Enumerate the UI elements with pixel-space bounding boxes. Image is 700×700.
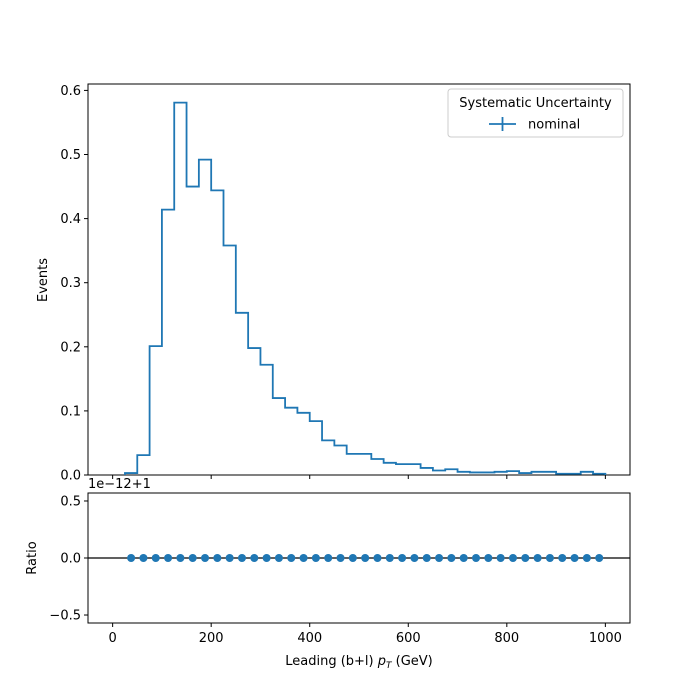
top-y-tick-label: 0.0 <box>60 469 81 484</box>
ratio-point <box>151 554 160 562</box>
ratio-point <box>250 554 259 562</box>
ratio-point <box>324 554 333 562</box>
top-x-ticks <box>112 475 606 479</box>
x-axis-label: Leading (b+l) pT (GeV) <box>285 654 433 671</box>
ratio-point <box>570 554 579 562</box>
ratio-point <box>459 554 468 562</box>
x-tick-label: 600 <box>396 631 421 646</box>
ratio-point <box>472 554 481 562</box>
ratio-point <box>373 554 382 562</box>
top-y-tick-label: 0.4 <box>60 212 81 227</box>
ratio-point <box>521 554 530 562</box>
legend-title: Systematic Uncertainty <box>459 96 612 111</box>
bottom-x-axis: 0 200 400 600 800 1000 <box>108 623 622 646</box>
x-tick-label: 400 <box>297 631 322 646</box>
legend: Systematic Uncertainty nominal <box>447 88 624 138</box>
ratio-point <box>127 554 136 562</box>
ratio-point <box>595 554 604 562</box>
top-y-axis-label: Events <box>36 258 51 302</box>
bottom-y-axis-label: Ratio <box>25 541 40 574</box>
top-y-tick-label: 0.1 <box>60 404 81 419</box>
ratio-point <box>201 554 210 562</box>
ratio-offset-text: 1e−12+1 <box>88 477 151 492</box>
ratio-point <box>385 554 394 562</box>
x-axis-label-subscript: T <box>386 661 393 671</box>
ratio-point <box>274 554 283 562</box>
ratio-point <box>176 554 185 562</box>
x-tick-label: 1000 <box>589 631 622 646</box>
x-tick-label: 0 <box>108 631 116 646</box>
top-y-tick-label: 0.2 <box>60 340 81 355</box>
legend-entry-nominal: nominal <box>528 118 580 133</box>
x-tick-label: 200 <box>199 631 224 646</box>
ratio-point <box>348 554 357 562</box>
bottom-y-tick-label: 0.0 <box>60 552 81 567</box>
ratio-point <box>545 554 554 562</box>
ratio-point <box>447 554 456 562</box>
top-y-tick-label: 0.3 <box>60 276 81 291</box>
ratio-point <box>361 554 370 562</box>
ratio-point <box>139 554 148 562</box>
nominal-histogram-step <box>124 101 607 475</box>
x-axis-label-math: p <box>377 654 386 669</box>
ratio-point <box>582 554 591 562</box>
x-tick-label: 800 <box>494 631 519 646</box>
ratio-point <box>410 554 419 562</box>
ratio-points <box>127 554 604 562</box>
x-axis-label-prefix: Leading (b+l) <box>285 654 378 669</box>
top-panel-frame <box>87 83 631 476</box>
ratio-point <box>213 554 222 562</box>
ratio-point <box>558 554 567 562</box>
ratio-point <box>164 554 173 562</box>
ratio-point <box>336 554 345 562</box>
ratio-point <box>262 554 271 562</box>
legend-box <box>447 88 624 138</box>
ratio-point <box>188 554 197 562</box>
ratio-point <box>299 554 308 562</box>
top-y-axis: 0.0 0.1 0.2 0.3 0.4 0.5 0.6 <box>60 84 88 484</box>
ratio-point <box>311 554 320 562</box>
top-y-tick-label: 0.6 <box>60 84 81 99</box>
ratio-point <box>435 554 444 562</box>
ratio-point <box>398 554 407 562</box>
bottom-y-tick-label: 0.5 <box>60 494 81 509</box>
ratio-point <box>225 554 234 562</box>
ratio-point <box>237 554 246 562</box>
top-y-tick-label: 0.5 <box>60 148 81 163</box>
ratio-point <box>496 554 505 562</box>
ratio-point <box>533 554 542 562</box>
ratio-point <box>484 554 493 562</box>
bottom-y-tick-label: −0.5 <box>49 609 81 624</box>
x-axis-label-suffix: (GeV) <box>392 654 433 669</box>
ratio-point <box>422 554 431 562</box>
bottom-y-axis: −0.5 0.0 0.5 <box>49 494 88 624</box>
ratio-point <box>508 554 517 562</box>
ratio-point <box>287 554 296 562</box>
